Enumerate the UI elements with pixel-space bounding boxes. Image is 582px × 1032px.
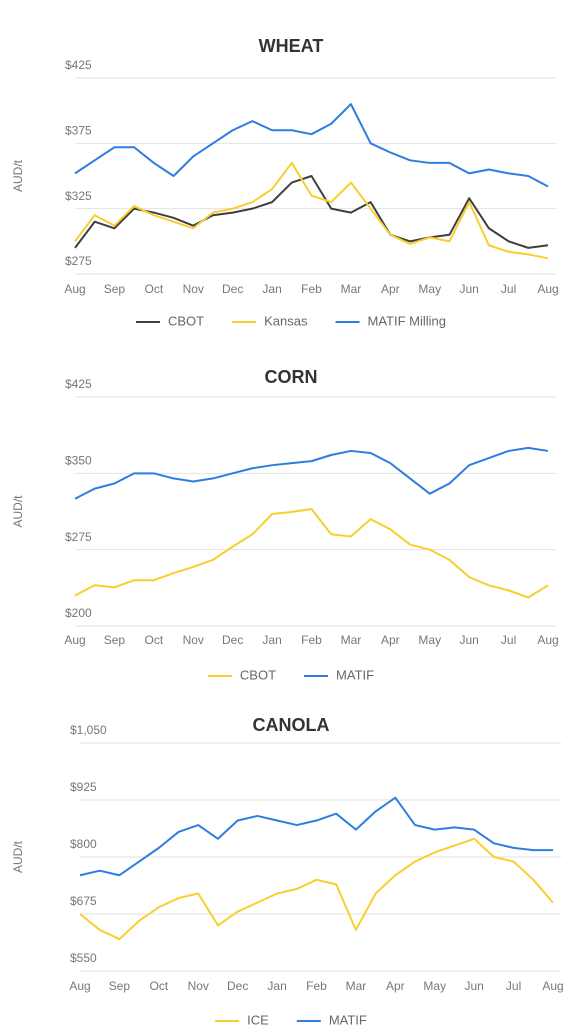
x-tick-label: May	[423, 979, 446, 993]
x-tick-label: Apr	[386, 979, 405, 993]
y-tick-label: $1,050	[70, 723, 107, 737]
legend-label: CBOT	[168, 313, 204, 328]
chart-title: CORN	[265, 367, 318, 387]
y-tick-label: $275	[65, 530, 92, 544]
x-tick-label: Feb	[301, 633, 322, 647]
y-tick-label: $200	[65, 606, 92, 620]
line-series	[74, 446, 549, 500]
x-tick-label: May	[418, 633, 441, 647]
y-tick-label: $275	[65, 254, 92, 268]
x-tick-label: Sep	[109, 979, 131, 993]
y-tick-label: $925	[70, 780, 97, 794]
legend-label: CBOT	[240, 667, 276, 682]
y-tick-label: $425	[65, 58, 92, 72]
y-axis-label: AUD/t	[11, 159, 25, 192]
y-axis-label: AUD/t	[11, 840, 25, 873]
x-tick-label: Jun	[459, 633, 478, 647]
x-tick-label: Feb	[306, 979, 327, 993]
x-tick-label: Jul	[501, 633, 516, 647]
x-tick-label: Jul	[506, 979, 521, 993]
x-tick-label: Dec	[222, 633, 243, 647]
x-tick-label: Apr	[381, 633, 400, 647]
chart-title: WHEAT	[259, 36, 324, 56]
x-tick-label: Nov	[183, 282, 204, 296]
y-tick-label: $675	[70, 894, 97, 908]
chart-title: CANOLA	[253, 715, 330, 735]
legend-label: MATIF	[329, 1012, 367, 1027]
x-tick-label: Nov	[183, 633, 204, 647]
x-tick-label: Jun	[464, 979, 483, 993]
y-tick-label: $325	[65, 189, 92, 203]
legend-label: MATIF	[336, 667, 374, 682]
legend-label: MATIF Milling	[368, 313, 446, 328]
y-tick-label: $800	[70, 837, 97, 851]
y-tick-label: $375	[65, 124, 92, 138]
x-tick-label: Aug	[64, 633, 85, 647]
x-tick-label: Nov	[188, 979, 209, 993]
x-tick-label: Oct	[144, 633, 163, 647]
x-tick-label: Jun	[459, 282, 478, 296]
x-tick-label: Feb	[301, 282, 322, 296]
x-tick-label: Jan	[262, 633, 281, 647]
x-tick-label: Mar	[346, 979, 367, 993]
y-tick-label: $425	[65, 377, 92, 391]
x-tick-label: Oct	[144, 282, 163, 296]
x-tick-label: Jul	[501, 282, 516, 296]
line-series	[74, 175, 549, 249]
line-series	[74, 103, 549, 188]
x-tick-label: Oct	[149, 979, 168, 993]
y-axis-label: AUD/t	[11, 495, 25, 528]
y-tick-label: $350	[65, 454, 92, 468]
legend-label: Kansas	[264, 313, 308, 328]
x-tick-label: Mar	[341, 282, 362, 296]
line-series	[74, 507, 549, 599]
x-tick-label: May	[418, 282, 441, 296]
x-tick-label: Aug	[542, 979, 563, 993]
x-tick-label: Aug	[537, 282, 558, 296]
legend-label: ICE	[247, 1012, 269, 1027]
x-tick-label: Aug	[69, 979, 90, 993]
y-tick-label: $550	[70, 951, 97, 965]
x-tick-label: Aug	[537, 633, 558, 647]
line-series	[74, 161, 549, 260]
x-tick-label: Dec	[222, 282, 243, 296]
x-tick-label: Jan	[262, 282, 281, 296]
x-tick-label: Mar	[341, 633, 362, 647]
line-series	[79, 796, 553, 877]
x-tick-label: Sep	[104, 633, 126, 647]
x-tick-label: Sep	[104, 282, 126, 296]
x-tick-label: Dec	[227, 979, 248, 993]
x-tick-label: Apr	[381, 282, 400, 296]
x-tick-label: Aug	[64, 282, 85, 296]
line-series	[79, 837, 554, 941]
x-tick-label: Jan	[267, 979, 286, 993]
